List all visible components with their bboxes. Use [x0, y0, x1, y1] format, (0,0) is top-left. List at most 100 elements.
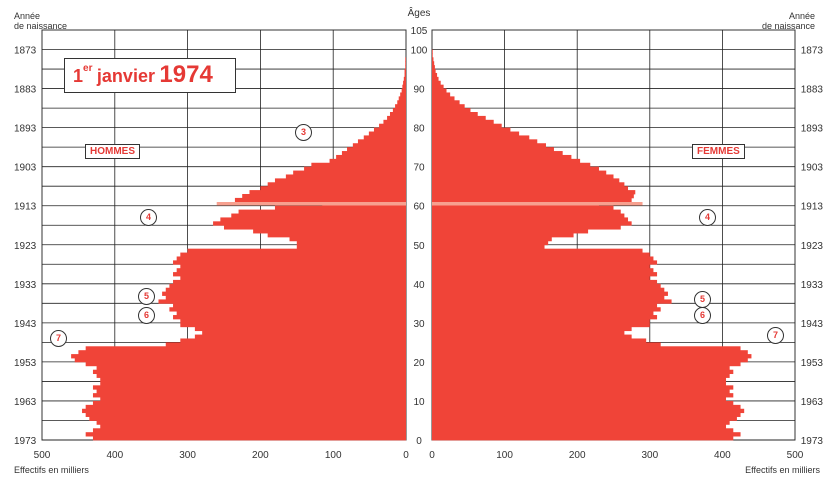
femmes-bar	[432, 260, 658, 265]
femmes-bar	[432, 84, 444, 89]
annotation-marker-6: 6	[694, 307, 711, 325]
femmes-bar	[432, 88, 447, 93]
right-birth-year-label: 1943	[801, 319, 824, 330]
left-birth-year-label: 1973	[14, 436, 37, 447]
hommes-bar	[296, 240, 406, 246]
hommes-bar	[398, 96, 406, 101]
left-birth-year-label: 1933	[14, 280, 37, 291]
hommes-bar	[368, 131, 406, 136]
femmes-bar	[432, 326, 632, 332]
hommes-bar	[329, 158, 406, 164]
hommes-bar	[274, 205, 406, 211]
femmes-label: FEMMES	[692, 144, 745, 159]
femmes-bar	[432, 346, 741, 351]
hommes-bar	[405, 65, 406, 70]
left-x-tick-label: 100	[325, 450, 342, 461]
hommes-bar	[165, 342, 406, 347]
femmes-bar	[432, 182, 625, 187]
age-tick-label: 70	[413, 163, 425, 174]
hommes-bar	[92, 393, 407, 398]
femmes-bar	[432, 397, 727, 402]
hommes-bar	[162, 291, 406, 296]
femmes-bar	[432, 225, 621, 230]
femmes-bar	[432, 248, 643, 253]
hommes-bar	[92, 436, 407, 441]
hommes-label: HOMMES	[85, 144, 140, 159]
hommes-bar	[100, 424, 407, 429]
hommes-bar	[395, 104, 406, 109]
femmes-bar	[432, 322, 650, 328]
right-x-tick-label: 400	[714, 450, 731, 461]
hommes-bar	[392, 108, 406, 113]
hommes-bar	[373, 127, 406, 132]
femmes-bar	[432, 92, 451, 97]
femmes-bar	[432, 205, 614, 211]
hommes-bar	[379, 123, 406, 129]
right-birth-year-label: 1883	[801, 85, 824, 96]
femmes-bar	[432, 135, 530, 140]
right-birth-year-label: 1913	[801, 202, 824, 213]
femmes-bar	[432, 279, 658, 285]
right-x-axis-title: Effectifs en milliers	[745, 465, 820, 475]
femmes-bar	[432, 381, 727, 386]
femmes-bar	[432, 311, 654, 316]
hommes-bar	[402, 84, 406, 89]
age-tick-label: 80	[413, 124, 425, 135]
femmes-bar	[432, 369, 734, 375]
left-x-tick-label: 300	[179, 450, 196, 461]
left-header-line-2: de naissance	[14, 21, 68, 31]
left-birth-year-label: 1963	[14, 397, 37, 408]
hommes-bar	[158, 299, 406, 304]
hommes-bar	[173, 272, 406, 277]
hommes-bar	[389, 112, 406, 117]
hommes-bar	[352, 143, 406, 148]
age-tick-label: 10	[413, 397, 425, 408]
femmes-bar	[432, 416, 737, 421]
right-x-tick-label: 100	[496, 450, 513, 461]
hommes-bar	[96, 365, 406, 371]
femmes-bar	[432, 221, 632, 226]
hommes-bar	[260, 186, 406, 191]
femmes-bar	[432, 96, 455, 101]
hommes-bar	[173, 303, 406, 308]
hommes-bar	[92, 369, 407, 375]
hommes-bar	[176, 311, 406, 316]
right-birth-year-header: Année de naissance	[762, 11, 815, 31]
hommes-bar	[176, 268, 406, 273]
hommes-bar	[180, 318, 406, 324]
femmes-bar	[432, 233, 574, 238]
hommes-bar	[85, 412, 407, 417]
femmes-bar	[432, 190, 636, 195]
age-tick-label: 50	[413, 241, 425, 252]
age-tick-label: 30	[413, 319, 425, 330]
femmes-bar	[432, 412, 741, 417]
hommes-bar	[400, 92, 406, 97]
hommes-bar	[401, 88, 406, 93]
hommes-bar	[249, 190, 406, 195]
hommes-bar	[85, 432, 407, 437]
age-tick-label: 60	[413, 202, 425, 213]
annotation-marker-7: 7	[50, 330, 67, 348]
femmes-series	[432, 49, 752, 441]
title-day: 1	[73, 66, 84, 86]
left-birth-year-label: 1943	[14, 319, 37, 330]
femmes-bar	[432, 303, 658, 308]
hommes-bar	[336, 154, 406, 160]
femmes-bar	[432, 393, 734, 398]
left-birth-year-header: Année de naissance	[14, 11, 67, 31]
femmes-bar	[432, 186, 629, 191]
annotation-marker-7: 7	[767, 326, 784, 344]
femmes-bar	[432, 194, 634, 199]
hommes-bar	[387, 115, 406, 121]
hommes-bar	[296, 244, 406, 250]
hommes-bar	[293, 170, 406, 175]
left-birth-year-label: 1923	[14, 241, 37, 252]
hommes-bar	[89, 416, 406, 421]
femmes-bar	[432, 154, 572, 160]
femmes-bar	[432, 65, 435, 70]
left-x-tick-label: 500	[34, 450, 51, 461]
femmes-bar	[432, 76, 439, 82]
hommes-bar	[169, 307, 406, 312]
hommes-bar	[347, 147, 406, 152]
